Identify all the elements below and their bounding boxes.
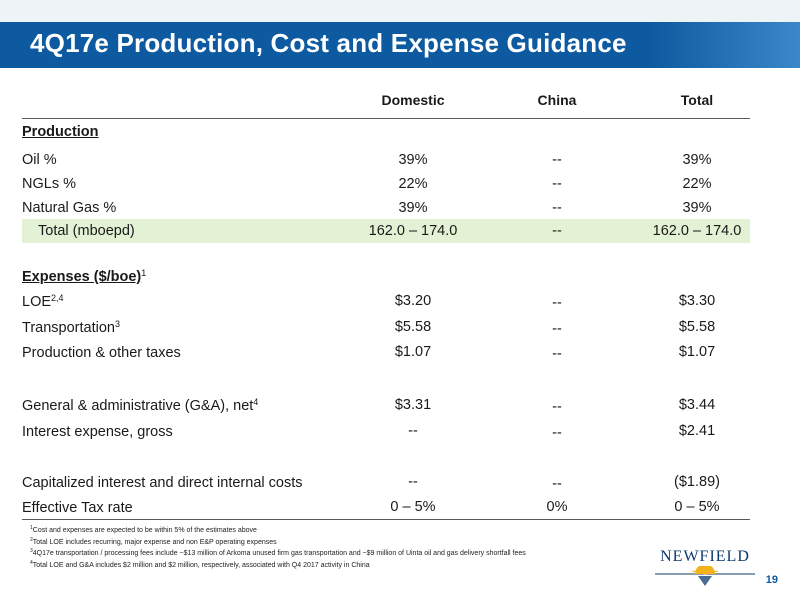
row-label: Oil % <box>22 152 57 168</box>
row-label: Capitalized interest and direct internal… <box>22 475 303 491</box>
cell-domestic: 0 – 5% <box>390 499 436 515</box>
row-label: General & administrative (G&A), net4 <box>22 397 259 414</box>
footnote: 2Total LOE includes recurring, major exp… <box>30 536 277 546</box>
cell-domestic: $3.31 <box>394 397 432 413</box>
total-row-label: Total (mboepd) <box>38 223 135 239</box>
cell-china: -- <box>552 425 562 441</box>
cell-total: 39% <box>682 200 712 216</box>
cell-domestic: $1.07 <box>394 344 432 360</box>
header-rule <box>22 118 750 119</box>
production-section-header: Production <box>22 124 99 140</box>
footnote-ref: 1 <box>141 268 147 278</box>
footnote: 1Cost and expenses are expected to be wi… <box>30 525 257 534</box>
cell-china: -- <box>552 295 562 311</box>
cell-china: -- <box>552 200 562 216</box>
cell-domestic: -- <box>408 423 418 439</box>
cell-total: $2.41 <box>678 423 716 439</box>
total-row-highlight <box>22 219 750 243</box>
column-header-china: China <box>537 92 577 108</box>
expenses-section-header: Expenses ($/boe)1 <box>22 268 147 285</box>
row-label: Natural Gas % <box>22 200 117 216</box>
cell-domestic: 39% <box>398 152 428 168</box>
title-banner: 4Q17e Production, Cost and Expense Guida… <box>0 22 800 68</box>
cell-china: -- <box>552 346 562 362</box>
cell-domestic: 39% <box>398 200 428 216</box>
cell-domestic: $5.58 <box>394 319 432 335</box>
logo-wordmark: NEWFIELD <box>660 548 750 565</box>
footnotes: 1Cost and expenses are expected to be wi… <box>30 524 526 570</box>
cell-total: 0 – 5% <box>674 499 720 515</box>
cell-china: -- <box>552 321 562 337</box>
cell-domestic: $3.20 <box>394 293 432 309</box>
total-cell-domestic: 162.0 – 174.0 <box>368 223 458 239</box>
cell-total: $5.58 <box>678 319 716 335</box>
total-cell-total: 162.0 – 174.0 <box>652 223 742 239</box>
cell-total: ($1.89) <box>674 474 720 490</box>
row-label: Transportation3 <box>22 319 120 336</box>
row-label: Interest expense, gross <box>22 424 173 440</box>
cell-total: 22% <box>682 176 712 192</box>
footnote: 4Total LOE and G&A includes $2 million a… <box>30 559 370 569</box>
page-title: 4Q17e Production, Cost and Expense Guida… <box>30 28 627 58</box>
topographic-header-background <box>0 0 800 22</box>
banner-accent <box>650 22 800 68</box>
cell-china: 0% <box>546 499 568 515</box>
column-header-domestic: Domestic <box>381 92 445 108</box>
total-cell-china: -- <box>552 223 562 239</box>
cell-domestic: 22% <box>398 176 428 192</box>
cell-total: $3.30 <box>678 293 716 309</box>
cell-total: 39% <box>682 152 712 168</box>
page-number: 19 <box>765 574 778 586</box>
cell-china: -- <box>552 176 562 192</box>
cell-total: $3.44 <box>678 397 716 413</box>
row-label: NGLs % <box>22 176 76 192</box>
footnote: 34Q17e transportation / processing fees … <box>30 548 526 558</box>
newfield-logo: NEWFIELD <box>640 548 770 588</box>
table-bottom-rule <box>22 519 750 520</box>
cell-china: -- <box>552 152 562 168</box>
sunrise-icon <box>655 566 755 586</box>
cell-china: -- <box>552 399 562 415</box>
cell-domestic: -- <box>408 474 418 490</box>
column-header-total: Total <box>680 92 714 108</box>
row-label: LOE2,4 <box>22 293 64 310</box>
row-label: Effective Tax rate <box>22 500 133 516</box>
row-label: Production & other taxes <box>22 345 181 361</box>
cell-china: -- <box>552 476 562 492</box>
cell-total: $1.07 <box>678 344 716 360</box>
